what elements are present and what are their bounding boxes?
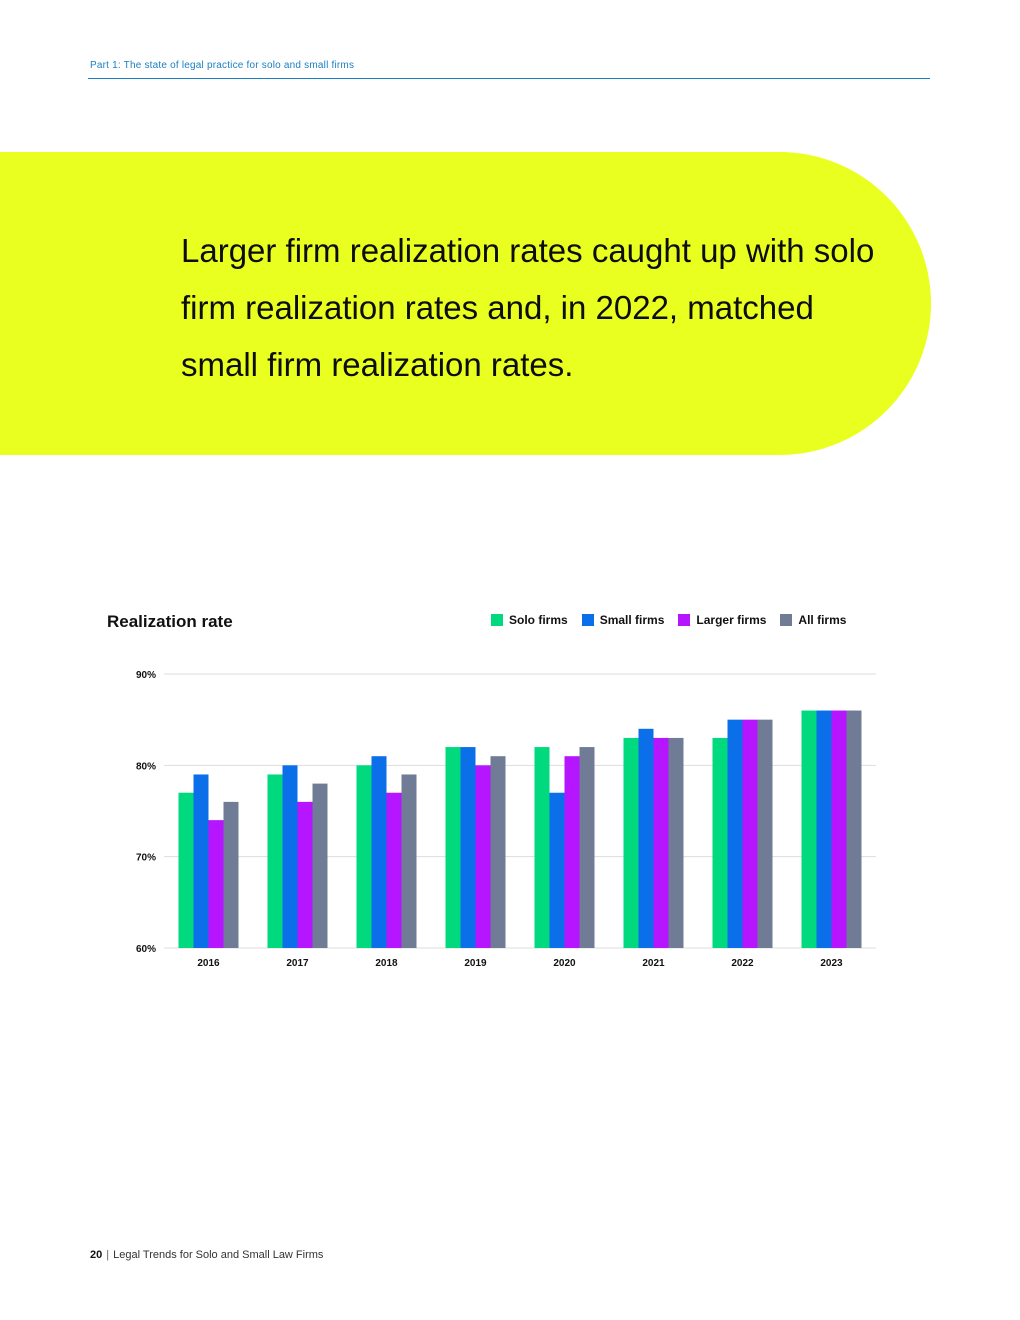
x-tick-label: 2018 xyxy=(375,958,398,969)
bar xyxy=(223,801,239,948)
page-footer: 20 | Legal Trends for Solo and Small Law F… xyxy=(90,1249,323,1261)
document-title: Legal Trends for Solo and Small Law Firm… xyxy=(113,1249,324,1261)
bar xyxy=(475,765,491,948)
bar xyxy=(460,747,476,948)
legend-swatch xyxy=(678,614,691,626)
bar xyxy=(490,756,506,948)
legend-item-small: Small firms xyxy=(581,613,665,627)
x-tick-label: 2023 xyxy=(820,958,843,969)
header-divider xyxy=(88,78,930,79)
y-tick-label: 60% xyxy=(136,944,156,955)
bar xyxy=(267,774,283,948)
legend-swatch xyxy=(780,614,793,626)
x-tick-label: 2022 xyxy=(731,958,754,969)
y-tick-label: 80% xyxy=(136,761,156,772)
bar xyxy=(534,747,550,948)
bar xyxy=(712,737,728,948)
legend-item-solo: Solo firms xyxy=(491,613,568,627)
bar xyxy=(816,710,832,948)
x-tick-label: 2016 xyxy=(197,958,220,969)
page-number: 20 xyxy=(90,1249,103,1261)
bar xyxy=(401,774,417,948)
x-tick-label: 2019 xyxy=(464,958,487,969)
legend-label: Larger firms xyxy=(696,613,767,627)
bar xyxy=(846,710,862,948)
bar xyxy=(638,728,654,948)
bar xyxy=(208,820,224,948)
bar xyxy=(445,747,461,948)
chart-legend: Solo firms Small firms Larger firms All … xyxy=(491,613,860,627)
bar xyxy=(742,719,758,948)
bar xyxy=(371,756,387,948)
bar xyxy=(801,710,817,948)
bar xyxy=(312,783,328,948)
bar xyxy=(757,719,773,948)
bar xyxy=(297,801,313,948)
footer-separator: | xyxy=(106,1249,110,1261)
bar xyxy=(831,710,847,948)
bar xyxy=(564,756,580,948)
x-tick-label: 2021 xyxy=(642,958,665,969)
bar xyxy=(727,719,743,948)
legend-item-larger: Larger firms xyxy=(678,613,766,627)
y-tick-label: 90% xyxy=(136,670,156,681)
bar xyxy=(549,792,565,948)
bar xyxy=(579,747,595,948)
banner-heading: Larger firm realization rates caught up … xyxy=(181,232,875,383)
legend-label: Solo firms xyxy=(509,613,568,627)
bar xyxy=(282,765,298,948)
legend-swatch xyxy=(491,614,503,626)
legend-item-all: All firms xyxy=(780,613,846,627)
bar xyxy=(356,765,372,948)
bar xyxy=(178,792,194,948)
section-label: Part 1: The state of legal practice for … xyxy=(90,60,355,71)
x-tick-label: 2017 xyxy=(286,958,309,969)
y-tick-label: 70% xyxy=(136,853,156,864)
chart-title: Realization rate xyxy=(107,612,233,631)
bar xyxy=(623,737,639,948)
bar xyxy=(668,737,684,948)
legend-label: All firms xyxy=(798,613,847,627)
headline-banner xyxy=(0,152,931,455)
bar xyxy=(386,792,402,948)
legend-label: Small firms xyxy=(599,613,665,627)
x-tick-label: 2020 xyxy=(553,958,576,969)
legend-swatch xyxy=(581,614,594,626)
bar xyxy=(653,737,669,948)
bar xyxy=(193,774,209,948)
